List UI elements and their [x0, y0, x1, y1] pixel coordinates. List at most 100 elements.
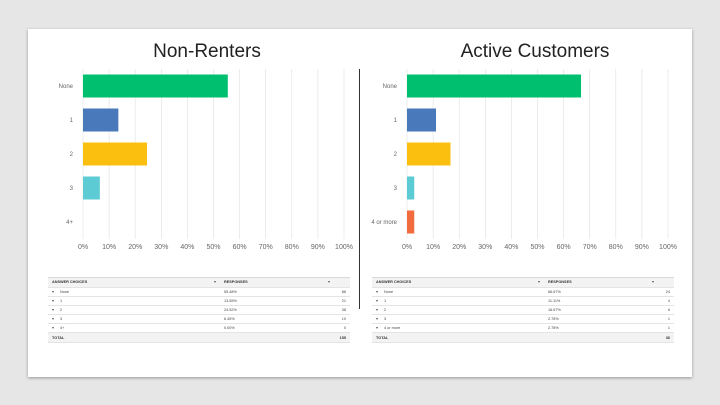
table-row[interactable]: 3 2.78% 1	[372, 315, 674, 325]
bar	[83, 176, 100, 200]
response-count: 1	[667, 326, 670, 331]
answer-choice: None	[384, 289, 394, 294]
slide: Non-Renters 0% 10% 20% 3 0% 40% 50% 60% 70% 80% 90…	[28, 29, 692, 377]
total-value: 36	[665, 335, 670, 340]
response-count: 4	[667, 298, 670, 303]
table-total-row: TOTAL 36	[372, 333, 674, 343]
response-count: 86	[341, 289, 346, 294]
x-tick-label: 80%	[285, 244, 299, 251]
expand-arrow-icon[interactable]	[52, 299, 54, 302]
total-label: TOTAL	[376, 335, 389, 340]
table-total-row: TOTAL 155	[48, 333, 350, 343]
header-responses: RESPONSES	[224, 280, 248, 285]
y-category-label: None	[59, 84, 74, 90]
sort-icon[interactable]	[214, 281, 216, 284]
response-percent: 2.78%	[548, 317, 559, 322]
y-category-label: 1	[70, 118, 74, 124]
x-tick-label: 0%	[78, 244, 88, 251]
bar	[407, 176, 415, 200]
table-row[interactable]: 4 or more 2.78% 1	[372, 324, 674, 334]
sort-icon[interactable]	[652, 281, 654, 284]
x-tick-label: 40%	[180, 244, 194, 251]
y-category-label: 4+	[66, 220, 73, 226]
expand-arrow-icon[interactable]	[376, 318, 378, 321]
x-tick-label: 10%	[102, 244, 116, 251]
header-answer-choices: ANSWER CHOICES	[376, 280, 412, 285]
response-percent: 6.45%	[224, 317, 235, 322]
y-category-label: 3	[394, 186, 398, 192]
sort-icon[interactable]	[328, 281, 330, 284]
response-percent: 66.67%	[548, 289, 561, 294]
responses-table: ANSWER CHOICES RESPONSES None 55.48% 86 …	[48, 277, 350, 343]
y-category-label: 2	[70, 152, 74, 158]
x-tick-label: 100%	[659, 244, 677, 251]
y-category-label: 3	[70, 186, 74, 192]
y-category-label: 2	[394, 152, 398, 158]
answer-choice: None	[60, 289, 70, 294]
table-row[interactable]: None 66.67% 24	[372, 288, 674, 297]
table-row[interactable]: 2 24.52% 38	[48, 306, 350, 316]
x-tick-label: 50%	[530, 244, 544, 251]
answer-choice: 2	[384, 307, 387, 312]
total-label: TOTAL	[52, 335, 65, 340]
x-tick-label: 80%	[609, 244, 623, 251]
total-value: 155	[339, 335, 346, 340]
response-percent: 13.55%	[224, 298, 237, 303]
bar	[83, 108, 119, 132]
table-header-row: ANSWER CHOICES RESPONSES	[48, 278, 350, 288]
x-tick-label: 20%	[128, 244, 142, 251]
x-tick-label: 70%	[583, 244, 597, 251]
expand-arrow-icon[interactable]	[52, 290, 54, 293]
response-percent: 24.52%	[224, 307, 237, 312]
y-category-label: 1	[394, 118, 398, 124]
panel-non-renters: Non-Renters 0% 10% 20% 30% 40% 50% 60% 70% 80% 90…	[42, 29, 353, 377]
response-count: 21	[341, 298, 346, 303]
header-responses: RESPONSES	[548, 280, 572, 285]
table-row[interactable]: 1 11.11% 4	[372, 297, 674, 306]
expand-arrow-icon[interactable]	[376, 299, 378, 302]
expand-arrow-icon[interactable]	[376, 290, 378, 293]
response-percent: 0.00%	[224, 326, 235, 331]
answer-choice: 3	[60, 317, 63, 322]
answer-choice: 2	[60, 307, 63, 312]
table-row[interactable]: 1 13.55% 21	[48, 297, 350, 306]
answer-choice: 3	[384, 317, 387, 322]
expand-arrow-icon[interactable]	[52, 308, 54, 311]
table-row[interactable]: 2 16.67% 6	[372, 306, 674, 316]
bar	[407, 74, 582, 98]
x-tick-label: 40%	[504, 244, 518, 251]
response-count: 38	[341, 307, 346, 312]
expand-arrow-icon[interactable]	[376, 308, 378, 311]
bar	[407, 210, 415, 234]
answer-choice: 1	[384, 298, 387, 303]
x-tick-label: 10%	[426, 244, 440, 251]
y-category-label: None	[383, 84, 398, 90]
chart-title: Non-Renters	[153, 41, 261, 62]
x-tick-label: 60%	[557, 244, 571, 251]
bar-chart-active-customers: 0% 10% 20% 30% 40% 50% 60% 70% 80% 90% 100% None 1 2 3…	[371, 69, 677, 251]
bar	[83, 142, 147, 166]
expand-arrow-icon[interactable]	[376, 327, 378, 330]
sort-icon[interactable]	[538, 281, 540, 284]
answer-choice: 1	[60, 298, 63, 303]
table-row[interactable]: 4+ 0.00% 0	[48, 324, 350, 334]
x-tick-label: 0%	[402, 244, 412, 251]
x-tick-label: 90%	[635, 244, 649, 251]
expand-arrow-icon[interactable]	[52, 327, 54, 330]
response-count: 6	[667, 307, 670, 312]
response-percent: 16.67%	[548, 307, 561, 312]
response-count: 0	[343, 326, 346, 331]
chart-title: Active Customers	[460, 41, 610, 62]
response-count: 1	[667, 317, 670, 322]
response-count: 24	[665, 289, 670, 294]
table-row[interactable]: 3 6.45% 10	[48, 315, 350, 325]
response-percent: 2.78%	[548, 326, 559, 331]
answer-choice: 4 or more	[384, 326, 401, 331]
table-row[interactable]: None 55.48% 86	[48, 288, 350, 297]
x-tick-label: 70%	[259, 244, 273, 251]
response-count: 10	[341, 317, 346, 322]
panel-divider	[359, 69, 360, 309]
header-answer-choices: ANSWER CHOICES	[52, 280, 88, 285]
expand-arrow-icon[interactable]	[52, 318, 54, 321]
x-tick-label: 20%	[452, 244, 466, 251]
